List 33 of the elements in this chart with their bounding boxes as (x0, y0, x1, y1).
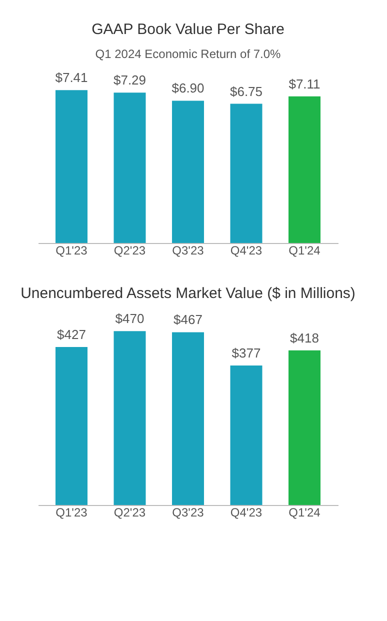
data-label: $377 (232, 346, 261, 361)
bar (114, 331, 146, 505)
x-tick-label: Q2'23 (114, 244, 146, 258)
data-label: $6.90 (172, 80, 204, 96)
x-tick-label: Q1'24 (288, 506, 321, 520)
bar (288, 96, 321, 243)
chart-subtitle: Q1 2024 Economic Return of 7.0% (95, 47, 282, 62)
data-label: $427 (57, 327, 86, 342)
bar (172, 332, 204, 505)
data-label: $470 (115, 311, 144, 326)
x-tick-label: Q2'23 (114, 506, 146, 520)
bar (230, 366, 262, 505)
data-label: $7.11 (288, 76, 320, 92)
bar (55, 347, 88, 505)
data-label: $6.75 (230, 84, 263, 99)
bar (114, 92, 146, 243)
bar (288, 350, 321, 505)
bar (172, 100, 204, 243)
x-tick-label: Q1'23 (56, 506, 88, 520)
bar (230, 104, 262, 243)
x-tick-label: Q3'23 (172, 506, 204, 520)
x-tick-label: Q4'23 (230, 244, 262, 258)
chart-title: GAAP Book Value Per Share (92, 21, 284, 38)
x-tick-label: Q1'23 (56, 244, 88, 258)
data-label: $7.41 (55, 70, 88, 86)
bar (55, 90, 88, 243)
chart-title: Unencumbered Assets Market Value ($ in Millions) (20, 285, 356, 302)
x-tick-label: Q1'24 (288, 244, 321, 258)
data-label: $418 (290, 330, 319, 346)
data-label: $467 (174, 312, 202, 328)
x-tick-label: Q3'23 (172, 244, 204, 258)
data-label: $7.29 (113, 72, 146, 88)
x-tick-label: Q4'23 (230, 506, 262, 520)
